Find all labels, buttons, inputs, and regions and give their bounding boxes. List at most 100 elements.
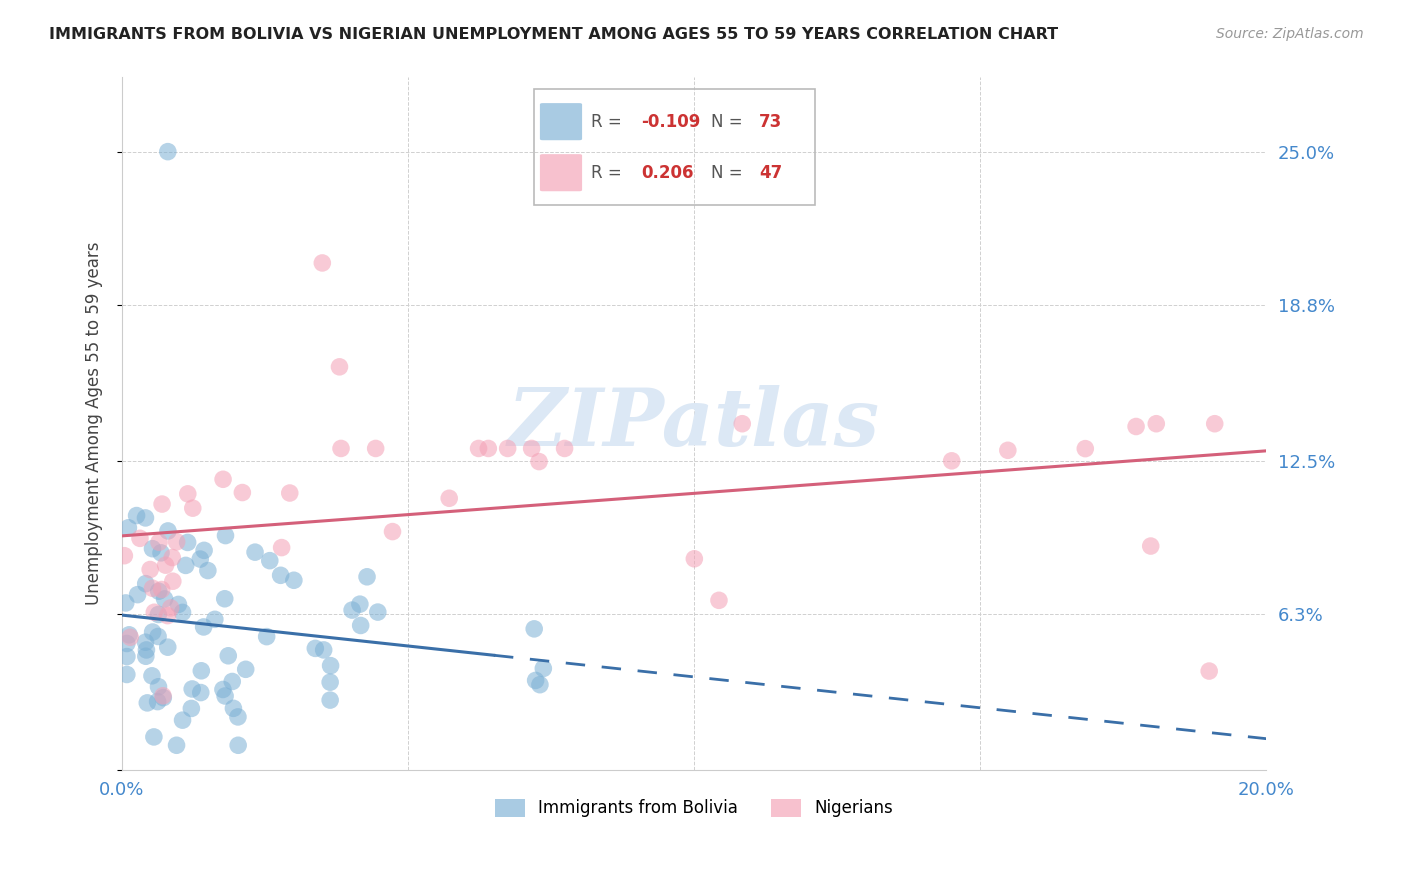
Point — [328, 359, 350, 374]
Point — [115, 636, 138, 650]
Point — [212, 472, 235, 486]
Point — [114, 596, 136, 610]
Point — [181, 681, 204, 696]
Text: R =: R = — [591, 164, 627, 182]
Point — [180, 701, 202, 715]
Point — [527, 454, 550, 468]
Point — [214, 591, 236, 606]
Point — [1204, 417, 1226, 431]
Point — [381, 524, 404, 539]
Point — [129, 532, 152, 546]
Point — [231, 485, 253, 500]
Point — [311, 256, 333, 270]
Point — [683, 551, 706, 566]
Point — [112, 549, 135, 563]
Point — [148, 535, 170, 549]
Point — [350, 618, 373, 632]
Point — [467, 442, 489, 456]
Y-axis label: Unemployment Among Ages 55 to 59 years: Unemployment Among Ages 55 to 59 years — [86, 242, 103, 606]
Point — [193, 543, 215, 558]
Point — [115, 667, 138, 681]
Point — [117, 521, 139, 535]
Point — [150, 582, 173, 597]
Point — [278, 486, 301, 500]
Point — [1125, 419, 1147, 434]
Point — [190, 664, 212, 678]
Point — [1198, 664, 1220, 678]
Point — [177, 487, 200, 501]
Text: Source: ZipAtlas.com: Source: ZipAtlas.com — [1216, 27, 1364, 41]
Point — [135, 643, 157, 657]
Point — [997, 443, 1019, 458]
Point — [319, 658, 342, 673]
Point — [707, 593, 730, 607]
Point — [340, 603, 363, 617]
Point — [162, 574, 184, 589]
Point — [226, 738, 249, 752]
Point — [235, 662, 257, 676]
Point — [193, 620, 215, 634]
Point — [259, 554, 281, 568]
Point — [167, 598, 190, 612]
Point — [174, 558, 197, 573]
Point — [134, 511, 156, 525]
Point — [156, 145, 179, 159]
Text: ZIPatlas: ZIPatlas — [508, 385, 880, 462]
Point — [319, 693, 342, 707]
Point — [172, 713, 194, 727]
Text: R =: R = — [591, 112, 627, 130]
Point — [156, 608, 179, 623]
Point — [214, 528, 236, 542]
Point — [520, 442, 543, 456]
Text: N =: N = — [711, 164, 748, 182]
Point — [190, 685, 212, 699]
FancyBboxPatch shape — [540, 103, 582, 140]
Point — [141, 581, 163, 595]
Point — [214, 689, 236, 703]
Point — [221, 674, 243, 689]
Point — [143, 605, 166, 619]
Point — [554, 442, 576, 456]
Point — [166, 534, 188, 549]
Point — [367, 605, 389, 619]
Point — [496, 442, 519, 456]
Point — [226, 710, 249, 724]
Point — [125, 508, 148, 523]
Point — [319, 675, 342, 690]
Point — [120, 630, 142, 644]
Point — [731, 417, 754, 431]
Point — [304, 641, 326, 656]
Point — [270, 541, 292, 555]
Point — [142, 625, 165, 640]
Point — [283, 574, 305, 588]
Point — [146, 695, 169, 709]
Text: IMMIGRANTS FROM BOLIVIA VS NIGERIAN UNEMPLOYMENT AMONG AGES 55 TO 59 YEARS CORRE: IMMIGRANTS FROM BOLIVIA VS NIGERIAN UNEM… — [49, 27, 1059, 42]
Point — [148, 584, 170, 599]
Point — [162, 550, 184, 565]
Point — [222, 701, 245, 715]
Point — [176, 535, 198, 549]
Point — [243, 545, 266, 559]
Point — [524, 673, 547, 688]
Text: -0.109: -0.109 — [641, 112, 700, 130]
Point — [134, 635, 156, 649]
Point — [159, 601, 181, 615]
Point — [155, 558, 177, 573]
Point — [256, 630, 278, 644]
Point — [153, 591, 176, 606]
Point — [141, 669, 163, 683]
Point — [188, 552, 211, 566]
Point — [135, 649, 157, 664]
Point — [312, 643, 335, 657]
Legend: Immigrants from Bolivia, Nigerians: Immigrants from Bolivia, Nigerians — [488, 792, 900, 824]
FancyBboxPatch shape — [540, 154, 582, 191]
Point — [148, 680, 170, 694]
Point — [477, 442, 499, 456]
Point — [217, 648, 239, 663]
Point — [204, 612, 226, 626]
Point — [181, 501, 204, 516]
Point — [212, 682, 235, 697]
Text: 0.206: 0.206 — [641, 164, 693, 182]
Point — [115, 649, 138, 664]
Point — [529, 678, 551, 692]
